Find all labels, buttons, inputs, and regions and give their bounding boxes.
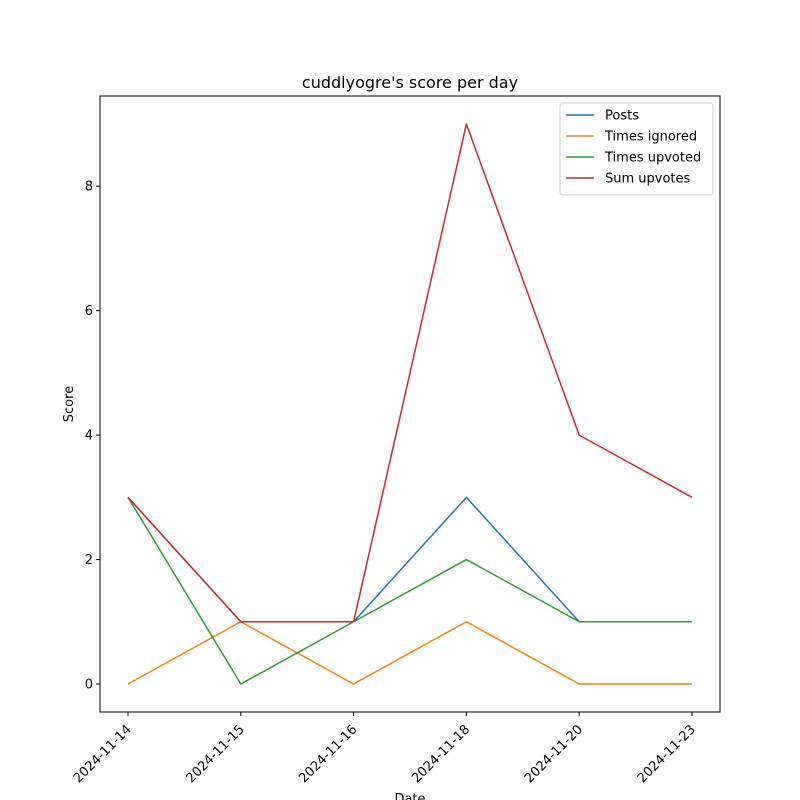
series-line-times-upvoted <box>127 496 692 685</box>
series-line-sum-upvotes <box>127 123 693 623</box>
y-tick-label: 6 <box>85 304 93 319</box>
series-line-times-ignored <box>127 621 692 685</box>
x-axis-label: Date <box>394 792 425 800</box>
legend-box <box>559 102 714 196</box>
y-axis: 0 2 4 6 8 <box>85 180 100 693</box>
legend-label: Times upvoted <box>604 151 701 166</box>
chart-title: cuddlyogre's score per day <box>302 73 518 92</box>
axes-frame <box>99 95 721 713</box>
y-axis-label: Score <box>62 386 77 422</box>
legend: Posts Times ignored Times upvoted Sum upvot… <box>559 102 714 196</box>
legend-label: Posts <box>605 109 639 124</box>
series-layer <box>127 123 693 685</box>
y-tick-label: 4 <box>85 429 93 444</box>
y-tick-label: 2 <box>85 553 93 568</box>
legend-label: Sum upvotes <box>605 172 691 187</box>
y-tick-label: 8 <box>85 180 93 195</box>
y-tick-label: 0 <box>85 678 93 693</box>
legend-label: Times ignored <box>604 130 697 145</box>
